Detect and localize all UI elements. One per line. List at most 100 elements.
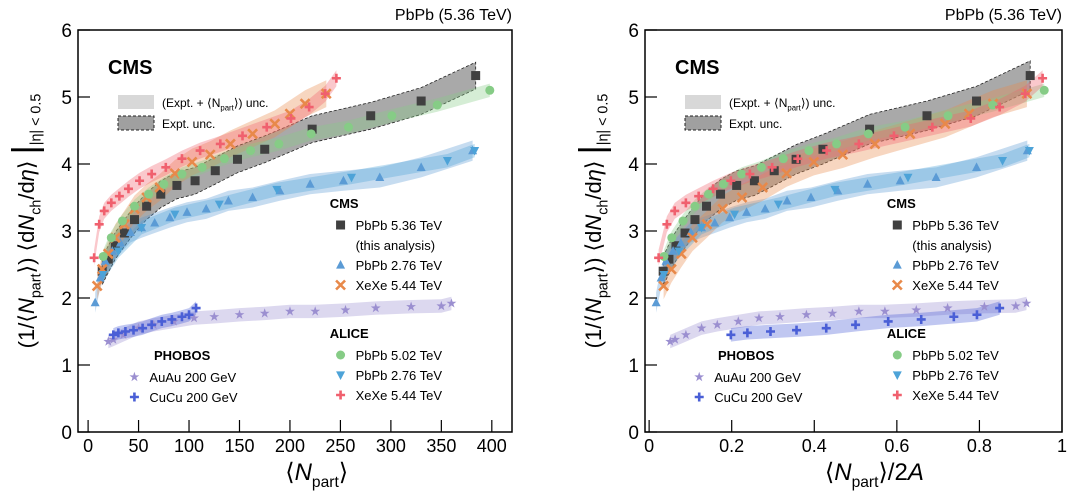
marker bbox=[177, 169, 187, 179]
marker bbox=[995, 303, 1005, 313]
marker bbox=[338, 175, 348, 185]
marker bbox=[485, 85, 495, 95]
x-tick-label: 0.8 bbox=[967, 436, 992, 456]
marker bbox=[119, 228, 129, 238]
text-part: ⟩) ⟨d bbox=[581, 231, 606, 274]
marker bbox=[697, 224, 707, 233]
marker bbox=[1024, 147, 1034, 156]
marker bbox=[284, 108, 296, 120]
text-part: ⟩ bbox=[339, 459, 348, 486]
text-part: ⟩/2 bbox=[878, 459, 907, 486]
marker bbox=[156, 189, 166, 199]
marker bbox=[186, 156, 198, 168]
marker bbox=[114, 191, 124, 201]
marker bbox=[793, 154, 803, 164]
legend-label: PbPb 2.76 TeV bbox=[356, 258, 443, 273]
marker bbox=[726, 330, 736, 340]
band-swatch bbox=[117, 115, 155, 131]
text-part: |η| < 0.5 bbox=[596, 94, 612, 146]
marker bbox=[742, 207, 752, 216]
marker bbox=[184, 310, 194, 320]
marker bbox=[863, 129, 873, 139]
x-tick-label: 200 bbox=[275, 436, 305, 456]
legend-label: CuCu 200 GeV bbox=[714, 390, 802, 405]
legend-label: PbPb 2.76 TeV bbox=[912, 368, 999, 383]
legend-note: (this analysis) bbox=[912, 238, 991, 253]
marker bbox=[191, 303, 201, 313]
text-part: ⟩ bbox=[14, 154, 39, 169]
marker bbox=[736, 192, 748, 203]
marker bbox=[165, 212, 175, 222]
marker bbox=[674, 247, 684, 257]
uncertainty-band bbox=[108, 296, 452, 349]
marker bbox=[766, 327, 776, 336]
marker bbox=[694, 191, 704, 201]
marker bbox=[869, 138, 881, 150]
y-tick-label: 5 bbox=[61, 88, 72, 109]
marker bbox=[806, 192, 816, 202]
marker bbox=[99, 206, 109, 216]
text-part: part bbox=[852, 474, 880, 491]
y-tick-label: 5 bbox=[628, 88, 639, 109]
marker bbox=[712, 319, 723, 329]
marker bbox=[90, 297, 100, 307]
marker bbox=[304, 102, 314, 112]
text-part: N bbox=[581, 298, 606, 314]
legend-marker bbox=[336, 220, 346, 230]
y-tick-label: 6 bbox=[628, 21, 639, 42]
uncertainty-band bbox=[663, 80, 1027, 300]
text-part: ch bbox=[596, 200, 612, 215]
text-part: | bbox=[6, 145, 45, 154]
text-part: ⟩) unc. bbox=[234, 96, 269, 110]
x-tick-label: 0.4 bbox=[802, 436, 827, 456]
marker bbox=[274, 139, 284, 149]
marker bbox=[125, 227, 135, 236]
text-part: ⟩) ⟨d bbox=[14, 231, 39, 274]
marker bbox=[792, 325, 802, 335]
marker bbox=[667, 233, 677, 243]
marker bbox=[972, 96, 982, 106]
legend-marker bbox=[892, 350, 902, 360]
x-tick-label: 250 bbox=[325, 436, 355, 456]
marker bbox=[778, 154, 788, 164]
marker bbox=[963, 108, 975, 120]
marker bbox=[94, 219, 104, 229]
text-part: part bbox=[312, 474, 340, 491]
marker bbox=[659, 270, 669, 280]
text-part: N bbox=[14, 215, 39, 231]
marker bbox=[157, 316, 167, 326]
legend-header: CMS bbox=[887, 196, 916, 211]
marker bbox=[150, 218, 160, 227]
x-tick-label: 0.2 bbox=[719, 436, 744, 456]
marker bbox=[851, 320, 861, 330]
marker bbox=[966, 113, 976, 123]
legend-marker bbox=[336, 390, 346, 400]
y-tick-label: 1 bbox=[628, 356, 639, 377]
y-tick-label: 4 bbox=[628, 155, 639, 176]
text-part: ⟩ bbox=[581, 154, 606, 169]
legend-label: PbPb 2.76 TeV bbox=[356, 368, 443, 383]
text-part: N bbox=[295, 459, 313, 486]
chart-title: PbPb (5.36 TeV) bbox=[945, 7, 1062, 24]
legend-label: PbPb 5.36 TeV bbox=[912, 218, 999, 233]
marker bbox=[757, 182, 769, 193]
marker bbox=[167, 314, 177, 324]
uncertainty-band bbox=[97, 80, 327, 300]
marker bbox=[340, 304, 351, 315]
y-tick-label: 6 bbox=[61, 21, 72, 42]
x-axis-title: ⟨Npart⟩/2A bbox=[825, 459, 924, 491]
marker bbox=[742, 328, 752, 338]
marker bbox=[900, 122, 910, 132]
marker bbox=[853, 306, 864, 316]
marker bbox=[307, 124, 317, 134]
marker bbox=[1038, 73, 1048, 83]
marker bbox=[922, 111, 932, 121]
marker bbox=[115, 238, 125, 247]
marker bbox=[658, 280, 669, 292]
marker bbox=[210, 166, 220, 176]
marker bbox=[169, 316, 179, 326]
marker bbox=[889, 131, 899, 141]
marker bbox=[1025, 71, 1035, 81]
marker bbox=[710, 218, 720, 227]
marker bbox=[972, 310, 982, 320]
